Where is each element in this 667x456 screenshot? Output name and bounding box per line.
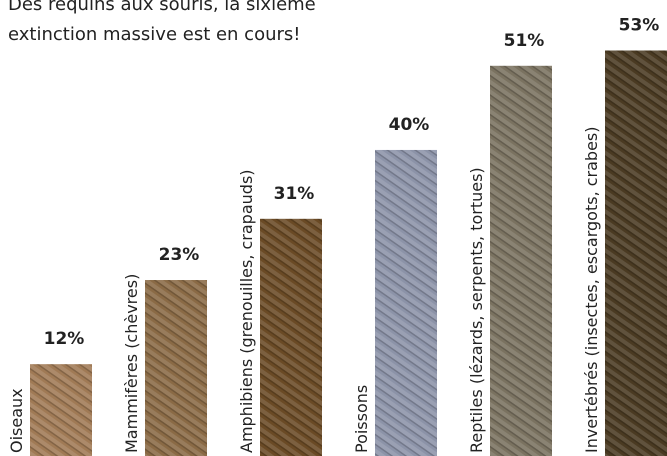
value-label: 12% — [44, 329, 85, 349]
value-label: 51% — [504, 31, 545, 51]
category-label: Amphibiens (grenouilles, crapauds) — [237, 169, 256, 453]
category-label: Reptiles (lézards, serpents, tortues) — [467, 167, 486, 453]
bar-texture — [260, 219, 322, 456]
bar-texture — [30, 364, 92, 456]
value-label: 40% — [389, 115, 430, 135]
value-label: 23% — [159, 245, 200, 265]
category-label: Mammifères (chèvres) — [122, 274, 141, 453]
value-label: 53% — [619, 15, 660, 35]
bar-texture — [490, 66, 552, 456]
chart: 12% Oiseaux 23% Mammifères (chèvres) 31% Amph… — [0, 0, 667, 456]
value-label: 31% — [274, 184, 315, 204]
category-label: Poissons — [352, 385, 371, 453]
bar-texture — [375, 150, 437, 456]
page: 12% Oiseaux 23% Mammifères (chèvres) 31% Amph… — [0, 0, 667, 456]
category-label: Oiseaux — [7, 388, 26, 453]
category-label: Invertébrés (insectes, escargots, crabes… — [582, 126, 601, 453]
bar-texture — [145, 280, 207, 456]
bar-texture — [605, 50, 667, 456]
chart-title: Des requins aux souris, la sixième extin… — [8, 0, 378, 50]
